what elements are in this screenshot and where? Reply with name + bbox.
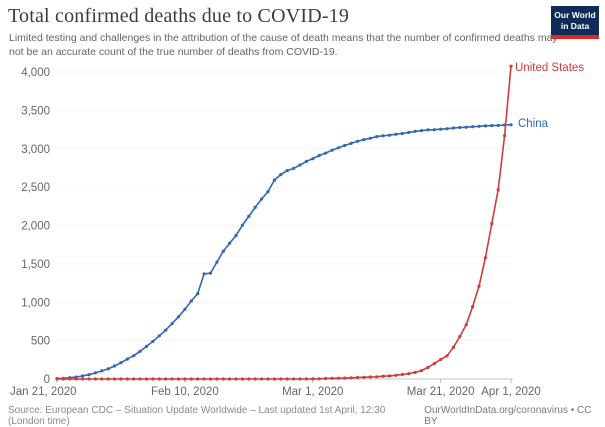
series-line-united-states: [55, 64, 513, 381]
x-axis-labels: Jan 21, 2020 Feb 10, 2020 Mar 1, 2020 Mar 2…: [10, 386, 541, 398]
page-title: Total confirmed deaths due to COVID-19: [8, 5, 350, 27]
svg-text:Jan 21, 2020: Jan 21, 2020: [10, 386, 77, 398]
series-line-china: [55, 123, 513, 381]
svg-text:1,000: 1,000: [21, 297, 50, 309]
svg-text:3,000: 3,000: [21, 144, 50, 156]
svg-text:1,500: 1,500: [21, 259, 50, 271]
owid-logo-text: Our World in Data: [554, 10, 596, 32]
gridlines: [57, 71, 513, 342]
svg-text:Apr 1, 2020: Apr 1, 2020: [481, 386, 540, 398]
series-label-china: China: [518, 118, 549, 130]
svg-text:2,500: 2,500: [21, 182, 50, 194]
svg-text:Mar 1, 2020: Mar 1, 2020: [282, 386, 343, 398]
svg-text:4,000: 4,000: [21, 67, 50, 79]
svg-text:2,000: 2,000: [21, 221, 50, 233]
svg-text:3,500: 3,500: [21, 105, 50, 117]
series-label-united-states: United States: [515, 62, 585, 74]
chart-subtitle: Limited testing and challenges in the at…: [9, 32, 558, 58]
svg-text:Mar 21, 2020: Mar 21, 2020: [407, 386, 475, 398]
chart-footer: Source: European CDC – Situation Update …: [8, 405, 597, 427]
source-note: Source: European CDC – Situation Update …: [8, 405, 386, 427]
attribution-link[interactable]: OurWorldInData.org/coronavirus • CC BY: [424, 405, 592, 427]
svg-text:500: 500: [31, 336, 50, 348]
owid-logo[interactable]: Our World in Data: [551, 6, 599, 40]
y-axis-labels: 0 500 1,000 1,500 2,000 2,500 3,000 3,500 4,000: [21, 67, 50, 386]
svg-text:0: 0: [44, 374, 50, 386]
svg-text:Feb 10, 2020: Feb 10, 2020: [151, 386, 219, 398]
owid-logo-stripe: [551, 35, 599, 40]
